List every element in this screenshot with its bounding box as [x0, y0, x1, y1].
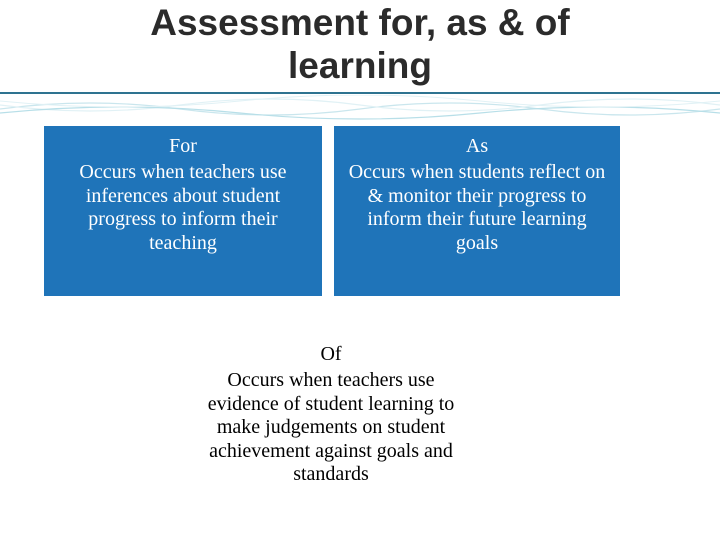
- box-of-header: Of: [194, 342, 468, 367]
- box-as-body: Occurs when students reflect on & monito…: [344, 161, 610, 255]
- slide: Assessment for, as & of learning For Occ…: [0, 0, 720, 540]
- wave-decoration: [0, 95, 720, 121]
- title-underline: [0, 92, 720, 94]
- box-as: As Occurs when students reflect on & mon…: [334, 126, 620, 296]
- box-for-body: Occurs when teachers use inferences abou…: [54, 161, 312, 255]
- box-of-body: Occurs when teachers use evidence of stu…: [194, 369, 468, 487]
- box-of: Of Occurs when teachers use evidence of …: [186, 338, 476, 528]
- title-line-2: learning: [288, 45, 432, 86]
- slide-title: Assessment for, as & of learning: [0, 0, 720, 87]
- box-for: For Occurs when teachers use inferences …: [44, 126, 322, 296]
- title-line-1: Assessment for, as & of: [150, 2, 569, 43]
- box-for-header: For: [54, 134, 312, 159]
- box-as-header: As: [344, 134, 610, 159]
